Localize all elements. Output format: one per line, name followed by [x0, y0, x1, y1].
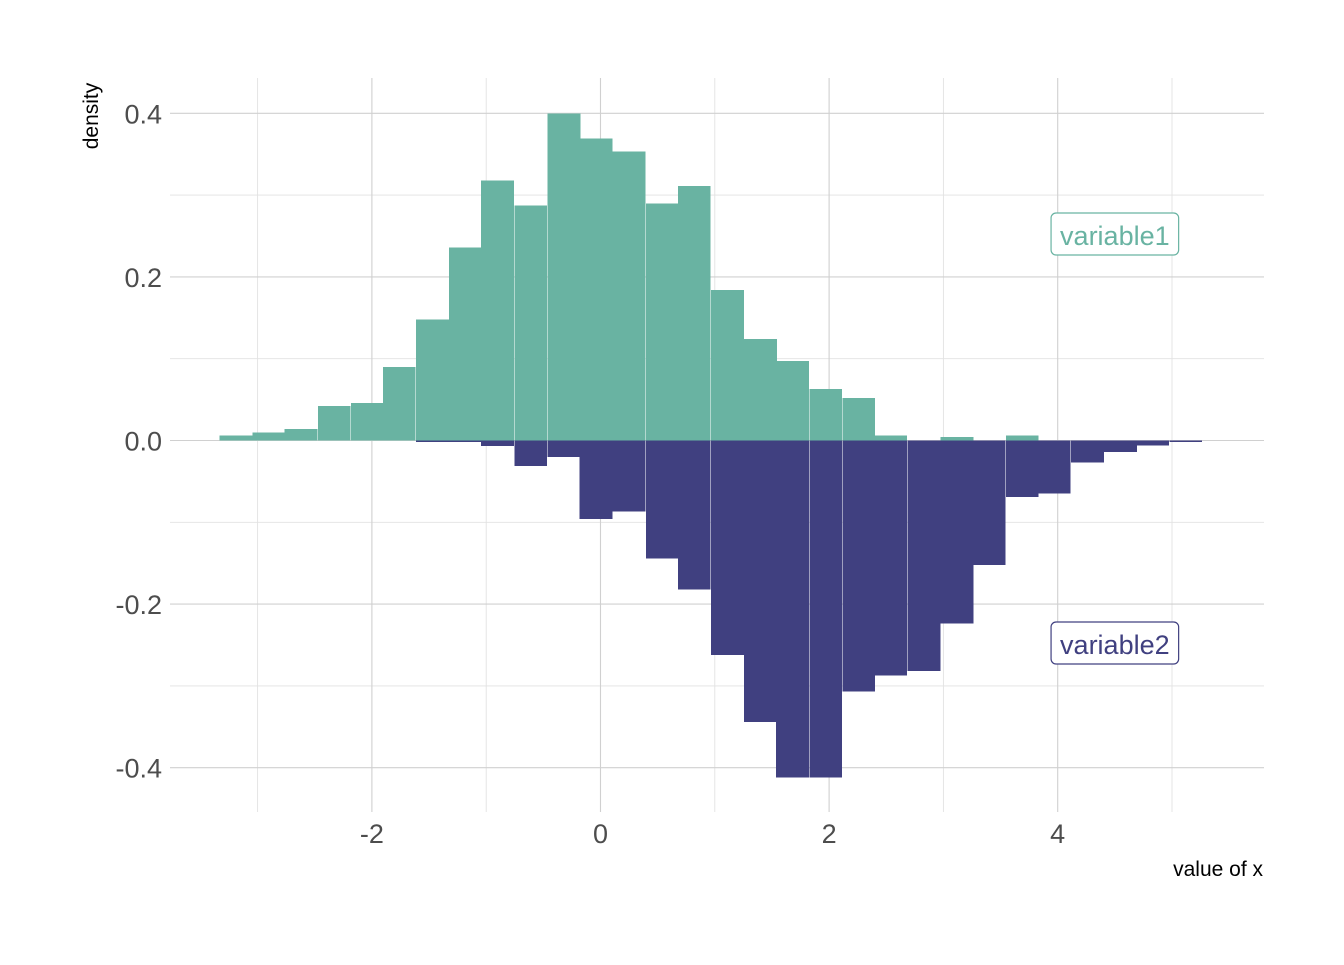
variable1-bar: [547, 113, 581, 441]
variable2-bar: [972, 440, 1006, 565]
variable2-label-box: [1050, 621, 1180, 665]
variable2-label: variable2: [1050, 621, 1180, 665]
variable2-bar: [809, 440, 843, 778]
variable2-bar: [940, 440, 974, 624]
y-tick-label: -0.4: [115, 754, 162, 784]
variable2-bar: [481, 440, 515, 447]
variable1-bar: [874, 435, 908, 441]
variable1-bar: [776, 361, 809, 441]
x-tick-label: 0: [593, 819, 608, 849]
variable1-bar: [579, 138, 613, 441]
variable1-bar: [219, 435, 253, 441]
variable2-bar: [1169, 440, 1203, 443]
variable2-bar: [416, 440, 449, 443]
variable2-bar: [776, 440, 809, 778]
variable2-bar: [1136, 440, 1169, 446]
series-variable1: [219, 113, 1039, 441]
variable1-bar: [744, 339, 777, 441]
variable2-bar: [645, 440, 679, 559]
x-tick-label: 4: [1050, 819, 1065, 849]
variable1-bar: [350, 402, 384, 441]
variable1-bar: [612, 151, 646, 441]
variable2-bar: [1104, 440, 1137, 452]
x-tick-label: -2: [360, 819, 384, 849]
variable1-bar: [842, 397, 876, 441]
variable2-bar: [547, 440, 581, 457]
variable2-bar: [907, 440, 941, 672]
x-tick-label: 2: [822, 819, 837, 849]
variable2-bar: [1005, 440, 1039, 497]
variable1-bar: [252, 432, 286, 441]
variable2-bar: [449, 440, 483, 443]
variable1-label-text: variable1: [1060, 221, 1170, 251]
variable1-bar: [710, 289, 744, 441]
y-tick-label: -0.2: [115, 590, 162, 620]
variable2-bar: [1037, 440, 1071, 494]
variable1-label-box: [1050, 212, 1180, 256]
tick-labels: -2 0 2 4 0.4 0.2 0.0 -0.2 -0.4: [115, 99, 1065, 849]
variable2-bar: [677, 440, 711, 590]
variable2-label-text: variable2: [1060, 630, 1170, 660]
variable1-bar: [449, 247, 483, 441]
variable1-bar: [809, 388, 843, 441]
variable2-bar: [514, 440, 548, 466]
variable2-bar: [842, 440, 876, 692]
series-variable2: [416, 440, 1203, 778]
variable2-bar: [579, 440, 613, 520]
variable2-bar: [1071, 440, 1104, 463]
series-labels: variable1 variable2: [1050, 212, 1180, 665]
y-axis-title: density: [80, 82, 103, 149]
variable1-bar: [481, 180, 515, 441]
y-tick-label: 0.0: [124, 427, 162, 457]
variable2-bar: [744, 440, 777, 722]
y-tick-label: 0.4: [124, 99, 162, 129]
histogram-bars: [219, 113, 1203, 778]
variable1-bar: [1005, 435, 1039, 441]
variable1-bar: [416, 319, 449, 441]
variable2-bar: [710, 440, 744, 655]
x-axis-title: value of x: [1173, 858, 1263, 881]
variable2-bar: [612, 440, 646, 512]
variable2-bar: [874, 440, 908, 676]
variable1-bar: [645, 203, 679, 441]
y-tick-label: 0.2: [124, 263, 162, 293]
variable1-bar: [284, 429, 318, 441]
variable1-bar: [382, 366, 416, 441]
variable1-bar: [514, 205, 548, 441]
variable1-bar: [940, 437, 974, 441]
variable1-label: variable1: [1050, 212, 1180, 256]
variable1-bar: [317, 406, 351, 441]
variable1-bar: [677, 186, 711, 441]
